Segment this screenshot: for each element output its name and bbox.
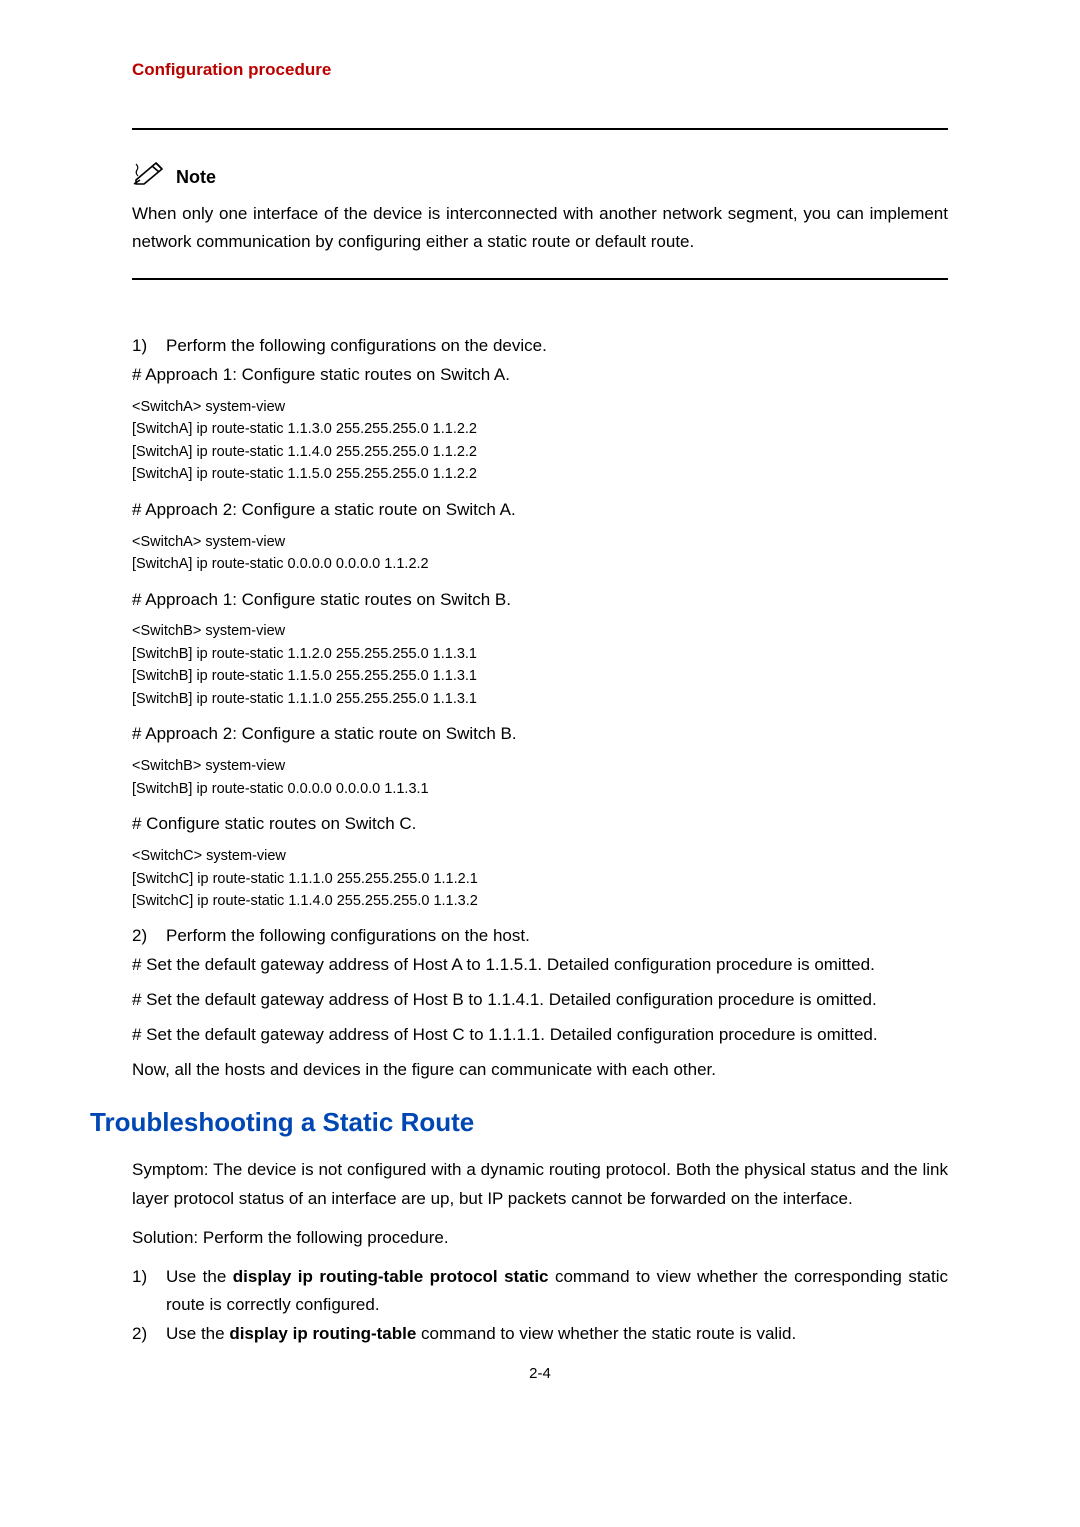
note-body: When only one interface of the device is… <box>132 200 948 256</box>
step-2-text: Perform the following configurations on … <box>166 922 530 951</box>
sol2-command: display ip routing-table <box>229 1324 416 1343</box>
page-number: 2-4 <box>132 1365 948 1382</box>
note-rule-top <box>132 128 948 130</box>
sol1-command: display ip routing-table protocol static <box>233 1267 549 1286</box>
sol2-pre: Use the <box>166 1324 229 1343</box>
solution-step-1: 1) Use the display ip routing-table prot… <box>132 1263 948 1321</box>
heading-troubleshooting: Troubleshooting a Static Route <box>90 1107 948 1138</box>
symptom-text: Symptom: The device is not configured wi… <box>132 1156 948 1214</box>
solution-step-2: 2) Use the display ip routing-table comm… <box>132 1320 948 1349</box>
approach-a2-code: <SwitchA> system-view [SwitchA] ip route… <box>132 531 948 576</box>
sol1-pre: Use the <box>166 1267 233 1286</box>
page-container: Configuration procedure Note When only o… <box>0 0 1080 1422</box>
step-2: 2) Perform the following configurations … <box>132 922 948 951</box>
host-c-gateway: # Set the default gateway address of Hos… <box>132 1021 948 1050</box>
configuration-steps: 1) Perform the following configurations … <box>132 332 948 1085</box>
approach-b2-title: # Approach 2: Configure a static route o… <box>132 720 948 749</box>
approach-c-code: <SwitchC> system-view [SwitchC] ip route… <box>132 845 948 912</box>
approach-b1-code: <SwitchB> system-view [SwitchB] ip route… <box>132 620 948 710</box>
solution-1-number: 1) <box>132 1263 166 1292</box>
approach-c-title: # Configure static routes on Switch C. <box>132 810 948 839</box>
solution-2-number: 2) <box>132 1320 166 1349</box>
solution-list: 1) Use the display ip routing-table prot… <box>132 1263 948 1350</box>
note-header: Note <box>132 158 948 186</box>
approach-b2-code: <SwitchB> system-view [SwitchB] ip route… <box>132 755 948 800</box>
note-title: Note <box>176 168 216 186</box>
approach-a1-title: # Approach 1: Configure static routes on… <box>132 361 948 390</box>
heading-config-procedure: Configuration procedure <box>132 60 948 80</box>
note-rule-bottom <box>132 278 948 280</box>
solution-1-text: Use the display ip routing-table protoco… <box>166 1263 948 1321</box>
troubleshoot-section: Symptom: The device is not configured wi… <box>132 1156 948 1349</box>
step-1-number: 1) <box>132 332 166 361</box>
solution-2-text: Use the display ip routing-table command… <box>166 1320 948 1349</box>
final-statement: Now, all the hosts and devices in the fi… <box>132 1056 948 1085</box>
step-1-text: Perform the following configurations on … <box>166 332 547 361</box>
approach-a2-title: # Approach 2: Configure a static route o… <box>132 496 948 525</box>
solution-lead: Solution: Perform the following procedur… <box>132 1224 948 1253</box>
step-2-number: 2) <box>132 922 166 951</box>
note-callout: Note When only one interface of the devi… <box>132 128 948 280</box>
note-icon <box>132 158 170 186</box>
approach-b1-title: # Approach 1: Configure static routes on… <box>132 586 948 615</box>
host-a-gateway: # Set the default gateway address of Hos… <box>132 951 948 980</box>
host-b-gateway: # Set the default gateway address of Hos… <box>132 986 948 1015</box>
sol2-post: command to view whether the static route… <box>416 1324 796 1343</box>
step-1: 1) Perform the following configurations … <box>132 332 948 361</box>
approach-a1-code: <SwitchA> system-view [SwitchA] ip route… <box>132 396 948 486</box>
